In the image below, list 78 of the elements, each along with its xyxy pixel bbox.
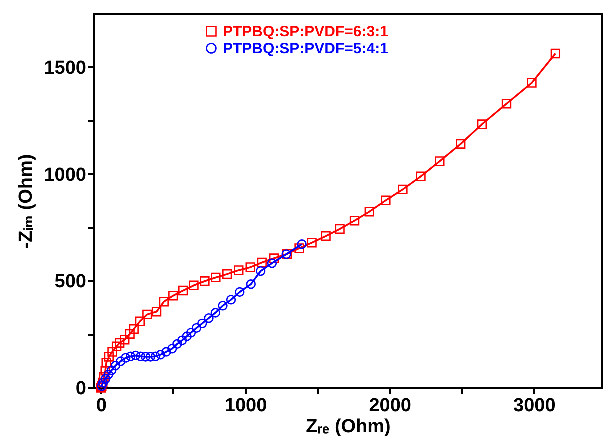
point — [269, 254, 280, 264]
point — [256, 266, 266, 276]
point — [364, 207, 374, 217]
y-tick-label: 500 — [54, 272, 86, 293]
point — [152, 307, 162, 317]
point — [125, 329, 135, 339]
point — [159, 297, 169, 307]
point — [136, 352, 146, 362]
legend-label: PTPBQ:SP:PVDF=6:3:1 — [223, 24, 388, 40]
point — [172, 339, 182, 350]
point — [126, 352, 136, 362]
point — [257, 258, 267, 268]
x-axis-title: Zᵣₑ (Ohm) — [306, 416, 391, 438]
point — [335, 224, 345, 234]
y-axis-title: -Zᵢₘ (Ohm) — [16, 154, 38, 249]
point — [234, 266, 244, 276]
point — [198, 318, 208, 328]
point — [178, 286, 188, 296]
point — [107, 366, 117, 376]
point — [156, 350, 166, 360]
point — [120, 335, 130, 345]
point — [150, 352, 161, 362]
point — [226, 295, 236, 305]
x-tick-label: 0 — [96, 396, 108, 416]
point — [146, 352, 156, 362]
point — [112, 342, 122, 352]
point — [267, 258, 278, 268]
point — [527, 78, 537, 88]
y-tick-label: 1500 — [44, 58, 86, 79]
point — [189, 280, 199, 290]
point — [321, 231, 331, 242]
point — [102, 358, 112, 368]
point — [235, 287, 245, 298]
point — [121, 353, 131, 363]
point — [192, 323, 202, 333]
point — [222, 269, 232, 280]
point — [550, 48, 561, 59]
x-tick-label: 1000 — [224, 396, 268, 416]
point — [108, 347, 118, 357]
point — [135, 316, 146, 326]
point — [381, 196, 391, 206]
point — [110, 360, 121, 371]
point — [177, 336, 188, 346]
point — [200, 276, 210, 286]
point — [416, 172, 426, 182]
point — [246, 262, 256, 272]
point — [204, 314, 214, 324]
point — [398, 184, 408, 195]
point — [168, 291, 178, 301]
point — [116, 356, 126, 366]
x-tick-label: 3000 — [514, 396, 556, 416]
point — [211, 272, 221, 283]
point — [246, 280, 256, 290]
legend-label: PTPBQ:SP:PVDF=5:4:1 — [223, 40, 388, 58]
point — [456, 139, 466, 149]
point — [297, 240, 307, 250]
y-tick-label: 0 — [76, 378, 86, 400]
point — [182, 332, 192, 342]
point — [218, 301, 228, 311]
point — [307, 238, 317, 248]
point — [115, 338, 125, 348]
point — [350, 216, 360, 226]
y-tick-label: 1000 — [44, 164, 86, 186]
point — [162, 347, 172, 357]
point — [104, 370, 114, 380]
point — [104, 352, 114, 362]
point — [142, 310, 152, 320]
point — [294, 244, 304, 254]
point — [210, 308, 220, 318]
point — [186, 328, 196, 338]
point — [502, 99, 512, 109]
point — [131, 350, 141, 361]
x-tick-label: 2000 — [369, 396, 412, 416]
point — [168, 344, 178, 354]
point — [477, 120, 488, 130]
point — [435, 156, 445, 166]
point — [129, 324, 139, 334]
point — [140, 352, 151, 362]
